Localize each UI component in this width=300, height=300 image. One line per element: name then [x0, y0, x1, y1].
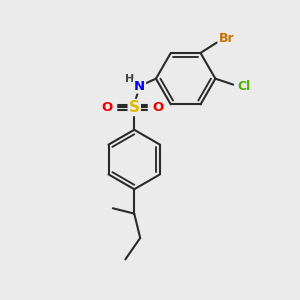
Text: Br: Br	[219, 32, 234, 46]
Text: N: N	[134, 80, 145, 93]
Text: S: S	[129, 100, 140, 115]
Text: Cl: Cl	[237, 80, 250, 94]
Text: O: O	[152, 101, 164, 114]
Text: H: H	[125, 74, 135, 84]
Text: O: O	[102, 101, 113, 114]
